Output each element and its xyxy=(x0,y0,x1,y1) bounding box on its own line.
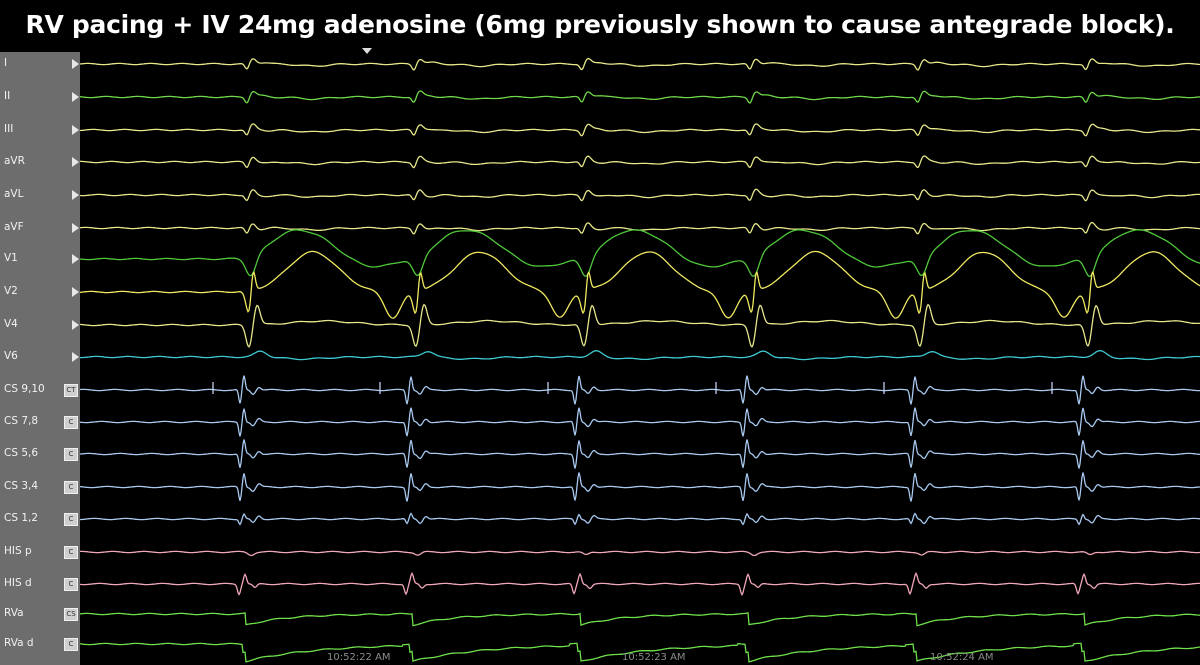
channel-settings-button[interactable]: C xyxy=(64,578,78,591)
channel-label: V1 xyxy=(4,252,18,264)
trace-rva xyxy=(80,611,1200,627)
channel-settings-button[interactable]: CT xyxy=(64,384,78,397)
trace-avr xyxy=(80,155,1200,169)
channel-settings-button[interactable]: C xyxy=(64,416,78,429)
channel-label: RVa d xyxy=(4,637,34,649)
trace-i xyxy=(80,57,1200,71)
trace-his-p xyxy=(80,550,1200,557)
channel-label: HIS p xyxy=(4,545,32,557)
channel-label: V2 xyxy=(4,285,18,297)
trace-v1 xyxy=(80,229,1200,277)
channel-label: III xyxy=(4,123,14,135)
trace-v2 xyxy=(80,250,1200,319)
trace-cs-1-2 xyxy=(80,512,1200,526)
channel-settings-button[interactable]: C xyxy=(64,481,78,494)
trace-his-d xyxy=(80,571,1200,597)
channel-label: aVR xyxy=(4,155,25,167)
channel-label: V4 xyxy=(4,318,18,330)
trace-cs-3-4 xyxy=(80,472,1200,502)
channel-expand-arrow-icon[interactable] xyxy=(72,223,79,233)
trace-v6 xyxy=(80,350,1200,361)
channel-label: V6 xyxy=(4,350,18,362)
channel-expand-arrow-icon[interactable] xyxy=(72,92,79,102)
ep-recording-viewer: I II III aVR aVL aVF V1 V2 V4 V6 CS 9,10 CT CS 7,8 C C… xyxy=(0,48,1200,665)
channel-expand-arrow-icon[interactable] xyxy=(72,125,79,135)
channel-label: CS 1,2 xyxy=(4,512,39,524)
channel-label: HIS d xyxy=(4,577,32,589)
trace-avf xyxy=(80,221,1200,235)
channel-expand-arrow-icon[interactable] xyxy=(72,320,79,330)
channel-settings-button[interactable]: C xyxy=(64,448,78,461)
channel-settings-button[interactable]: C xyxy=(64,513,78,526)
trace-rva-d xyxy=(80,642,1200,663)
channel-expand-arrow-icon[interactable] xyxy=(72,352,79,362)
channel-settings-button[interactable]: C xyxy=(64,638,78,651)
channel-label: CS 3,4 xyxy=(4,480,39,492)
channel-settings-button[interactable]: C xyxy=(64,546,78,559)
channel-label: RVa xyxy=(4,607,24,619)
trace-v4 xyxy=(80,303,1200,348)
channel-expand-arrow-icon[interactable] xyxy=(72,157,79,167)
channel-label: aVL xyxy=(4,188,24,200)
channel-label: CS 7,8 xyxy=(4,415,39,427)
channel-label: II xyxy=(4,90,11,102)
trace-iii xyxy=(80,123,1200,137)
trace-cs-5-6 xyxy=(80,439,1200,469)
channel-label: CS 9,10 xyxy=(4,383,45,395)
trace-avl xyxy=(80,188,1200,202)
timestamp-3: 10:52:24 AM xyxy=(930,652,994,663)
channel-expand-arrow-icon[interactable] xyxy=(72,254,79,264)
trace-cs-7-8 xyxy=(80,407,1200,437)
trace-ii xyxy=(80,90,1200,104)
channel-settings-button[interactable]: CS xyxy=(64,608,78,621)
slide-title: RV pacing + IV 24mg adenosine (6mg previ… xyxy=(25,10,1175,39)
channel-label: aVF xyxy=(4,221,24,233)
channel-expand-arrow-icon[interactable] xyxy=(72,59,79,69)
timestamp-1: 10:52:22 AM xyxy=(327,652,391,663)
channel-expand-arrow-icon[interactable] xyxy=(72,287,79,297)
trace-area xyxy=(80,57,1200,663)
channel-expand-arrow-icon[interactable] xyxy=(72,190,79,200)
cursor-marker-icon[interactable] xyxy=(362,48,372,54)
channel-label: CS 5,6 xyxy=(4,447,39,459)
channel-label: I xyxy=(4,57,8,69)
timestamp-2: 10:52:23 AM xyxy=(622,652,686,663)
channel-label-panel: I II III aVR aVL aVF V1 V2 V4 V6 CS 9,10 CT CS 7,8 C C… xyxy=(0,52,80,665)
trace-cs-9-10 xyxy=(80,375,1200,405)
